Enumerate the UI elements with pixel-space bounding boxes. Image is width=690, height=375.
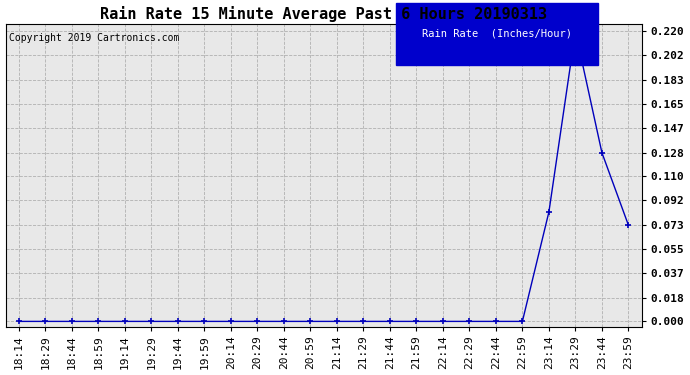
Text: Rain Rate  (Inches/Hour): Rain Rate (Inches/Hour) bbox=[422, 28, 572, 39]
Title: Rain Rate 15 Minute Average Past 6 Hours 20190313: Rain Rate 15 Minute Average Past 6 Hours… bbox=[100, 6, 547, 21]
Text: Copyright 2019 Cartronics.com: Copyright 2019 Cartronics.com bbox=[9, 33, 179, 43]
